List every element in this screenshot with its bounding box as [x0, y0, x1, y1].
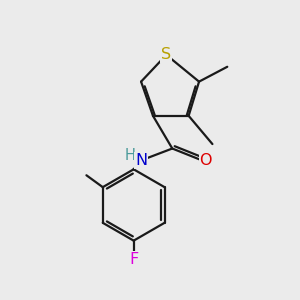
Text: S: S	[161, 47, 171, 62]
Text: F: F	[129, 252, 138, 267]
Text: N: N	[135, 153, 147, 168]
Text: H: H	[124, 148, 135, 163]
Text: O: O	[199, 153, 212, 168]
